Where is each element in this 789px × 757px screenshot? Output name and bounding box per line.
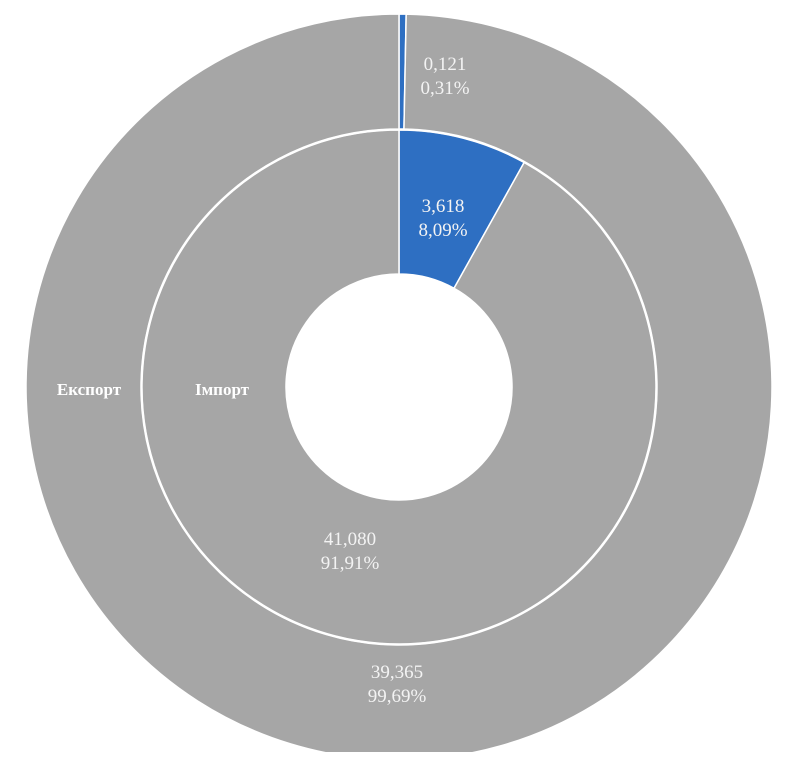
inner-ring-label: Імпорт xyxy=(195,380,250,399)
inner-slice-1-value-label: 41,080 xyxy=(324,529,376,550)
outer-slice-1-percent-label: 99,69% xyxy=(368,686,427,707)
ring-separator xyxy=(140,128,658,646)
inner-slice-1-percent-label: 91,91% xyxy=(321,553,380,574)
donut-hole xyxy=(286,274,512,500)
outer-slice-0-percent-label: 0,31% xyxy=(420,78,469,99)
chart-slices xyxy=(25,13,773,757)
inner-slice-0-percent-label: 8,09% xyxy=(418,220,467,241)
inner-slice-0-value-label: 3,618 xyxy=(422,196,465,217)
outer-ring-label: Експорт xyxy=(57,380,122,399)
chart-labels: 0,121 0,31% 39,365 99,69% 3,618 8,09% 41,080 91… xyxy=(321,54,470,707)
outer-slice-1-value-label: 39,365 xyxy=(371,662,423,683)
outer-slice-0-value-label: 0,121 xyxy=(424,54,467,75)
